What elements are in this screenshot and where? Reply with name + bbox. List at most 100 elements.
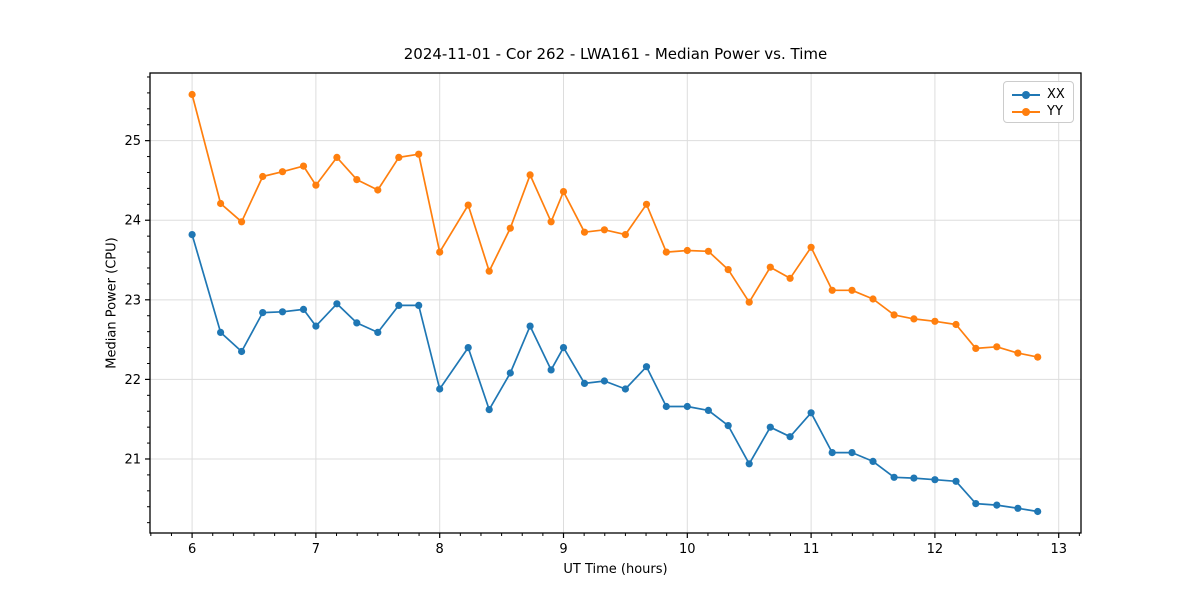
data-point: [333, 153, 341, 161]
data-point: [312, 322, 320, 330]
data-point: [972, 500, 980, 508]
data-point: [869, 295, 877, 303]
data-point: [312, 181, 320, 189]
data-point: [353, 319, 361, 327]
data-point: [353, 176, 361, 184]
x-axis-label: UT Time (hours): [563, 562, 668, 577]
data-point: [848, 286, 856, 294]
data-point: [724, 422, 732, 430]
data-point: [642, 200, 651, 208]
y-tick-label-23: 23: [124, 293, 141, 308]
data-point: [217, 199, 225, 208]
legend-line-marker-icon: [1012, 90, 1040, 99]
data-point: [745, 460, 753, 468]
data-point: [662, 402, 670, 411]
data-point: [464, 344, 472, 352]
x-tick-label-12: 12: [927, 542, 944, 557]
x-tick-label-13: 13: [1050, 542, 1067, 557]
data-point: [807, 243, 815, 251]
data-point: [786, 433, 794, 441]
data-point: [485, 267, 493, 275]
data-point: [188, 231, 196, 239]
data-point: [374, 328, 382, 336]
data-point: [333, 300, 341, 308]
data-point: [662, 248, 670, 256]
data-point: [828, 449, 836, 457]
data-point: [786, 274, 794, 282]
legend-line-marker-icon: [1012, 107, 1040, 116]
data-point: [1014, 349, 1022, 357]
data-point: [848, 449, 856, 457]
data-point: [910, 315, 918, 323]
data-point: [642, 363, 651, 371]
major-ticks: [145, 140, 1060, 538]
data-point: [600, 226, 609, 234]
data-point: [952, 320, 960, 329]
series-markers-yy: [188, 90, 1042, 361]
plot-frame: [149, 72, 1082, 534]
y-tick-label-24: 24: [124, 214, 141, 229]
legend-label-xx: XX: [1047, 87, 1065, 102]
data-point: [1014, 504, 1022, 512]
x-tick-label-11: 11: [803, 542, 820, 557]
data-point: [869, 457, 877, 465]
data-point: [580, 379, 589, 387]
data-point: [238, 218, 246, 226]
data-point: [436, 385, 444, 393]
data-point: [188, 90, 196, 99]
data-point: [374, 186, 382, 194]
data-point: [415, 301, 423, 309]
data-point: [621, 231, 630, 239]
data-point: [506, 369, 514, 377]
series-markers-xx: [188, 231, 1042, 516]
data-point: [704, 247, 713, 255]
legend-entry-yy: YY: [1012, 103, 1065, 120]
data-point: [299, 305, 308, 313]
x-tick-label-8: 8: [436, 542, 444, 557]
data-point: [724, 266, 732, 274]
data-point: [506, 224, 514, 232]
data-point: [580, 228, 589, 236]
data-point: [766, 263, 774, 271]
y-tick-label-22: 22: [124, 373, 141, 388]
data-point: [436, 248, 444, 256]
data-point: [278, 308, 287, 316]
x-tick-label-9: 9: [559, 542, 567, 557]
data-point: [299, 162, 308, 170]
data-point: [559, 344, 568, 352]
data-point: [259, 309, 267, 317]
x-tick-label-10: 10: [679, 542, 696, 557]
x-tick-label-6: 6: [188, 542, 196, 557]
data-point: [464, 201, 472, 209]
data-point: [526, 171, 534, 179]
data-point: [547, 366, 555, 374]
x-tick-label-7: 7: [312, 542, 320, 557]
legend: XX YY: [1003, 81, 1074, 123]
data-point: [931, 476, 939, 484]
data-point: [1034, 507, 1042, 516]
data-point: [238, 347, 246, 356]
data-point: [807, 409, 815, 417]
legend-label-yy: YY: [1047, 104, 1063, 119]
legend-entry-xx: XX: [1012, 86, 1065, 103]
data-point: [890, 311, 898, 319]
series-line-xx: [191, 233, 1039, 513]
data-point: [766, 423, 774, 431]
data-point: [683, 246, 691, 255]
data-point: [395, 301, 403, 309]
data-point: [559, 188, 568, 196]
y-axis-label-text: Median Power (CPU): [104, 237, 120, 369]
data-point: [415, 150, 423, 158]
data-point: [278, 168, 287, 176]
chart-title: 2024-11-01 - Cor 262 - LWA161 - Median P…: [403, 45, 828, 63]
data-point: [828, 286, 836, 294]
data-point: [600, 377, 609, 385]
data-point: [526, 322, 534, 330]
data-point: [1034, 353, 1042, 361]
data-point: [547, 218, 555, 226]
data-point: [910, 474, 918, 482]
y-tick-label-25: 25: [124, 134, 141, 149]
data-point: [972, 344, 980, 352]
data-point: [704, 406, 713, 414]
